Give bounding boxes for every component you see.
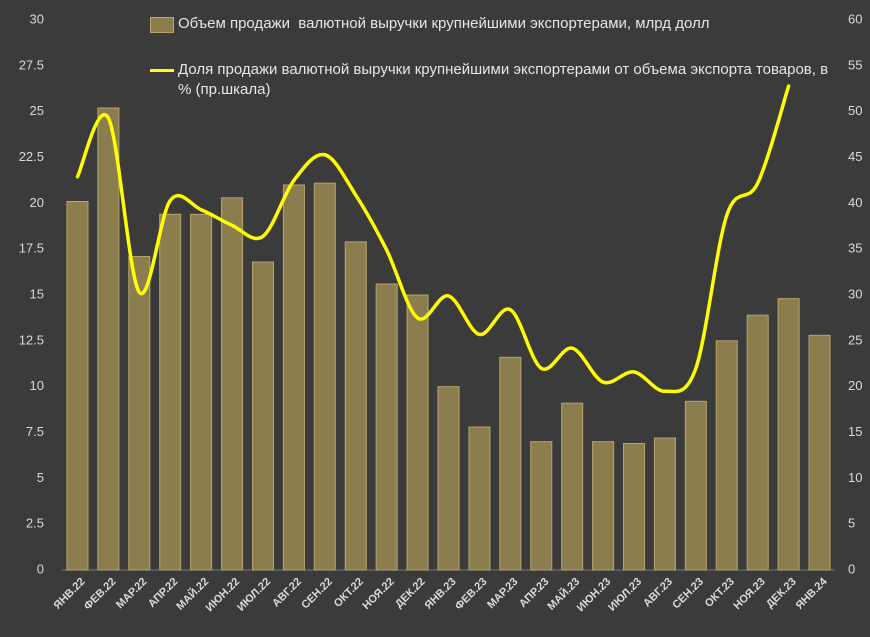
y2-tick-label: 5 [848,516,855,531]
bar [715,340,738,571]
y2-tick-label: 40 [848,195,862,210]
y-tick-label: 5 [37,470,44,485]
x-tick-label: ИЮН.23 [575,576,614,615]
x-tick-label: ИЮЛ.23 [606,576,644,614]
x-tick-label: ДЕК.22 [393,576,428,611]
y-tick-label: 17.5 [19,241,44,256]
x-tick-label: АВГ.23 [641,576,675,610]
bar [375,283,398,571]
y-tick-label: 30 [30,11,44,26]
y-tick-label: 12.5 [19,332,44,347]
bar [499,356,522,571]
x-tick-label: АВГ.22 [270,576,304,610]
bar [746,314,769,571]
y2-tick-label: 15 [848,424,862,439]
x-tick-label: ЯНВ.23 [423,576,459,612]
bar [221,197,244,571]
y-tick-label: 2.5 [26,516,44,531]
y-tick-label: 20 [30,195,44,210]
legend-swatch-bar [150,17,174,33]
y-tick-label: 25 [30,103,44,118]
bar [684,400,707,571]
y-tick-label: 22.5 [19,149,44,164]
y-tick-label: 15 [30,286,44,301]
y2-tick-label: 50 [848,103,862,118]
legend-swatch-line [150,69,174,72]
bar [592,441,615,571]
x-tick-label: МАР.22 [114,576,149,611]
x-tick-label: НОЯ.22 [360,576,396,612]
y2-tick-label: 45 [848,149,862,164]
y2-tick-label: 35 [848,241,862,256]
y2-tick-label: 10 [848,470,862,485]
x-tick-label: ФЕВ.22 [82,576,119,613]
x-tick-label: НОЯ.23 [731,576,767,612]
x-tick-label: ФЕВ.23 [453,576,490,613]
legend-label: Объем продажи валютной выручки крупнейши… [178,15,710,32]
bar [437,386,460,571]
x-tick-label: ДЕК.23 [764,576,799,611]
x-tick-label: ИЮН.22 [204,576,243,615]
y2-tick-label: 30 [848,286,862,301]
bar [808,334,831,571]
x-tick-label: МАР.23 [485,576,520,611]
bar [777,298,800,571]
bar [406,294,429,571]
y-tick-label: 27.5 [19,57,44,72]
bar [653,437,676,571]
y2-tick-label: 55 [848,57,862,72]
y2-tick-label: 0 [848,561,855,576]
x-tick-label: ИЮЛ.22 [235,576,273,614]
y-tick-label: 10 [30,378,44,393]
legend-label: Доля продажи валютной выручки крупнейшим… [178,61,829,98]
bar [97,107,120,571]
y-tick-label: 7.5 [26,424,44,439]
bar [251,261,274,571]
bar [530,441,553,571]
bar [190,213,213,571]
bar [623,443,646,571]
bar [313,182,336,571]
bar [128,256,151,571]
y-tick-label: 0 [37,561,44,576]
x-tick-label: СЕН.22 [299,576,335,612]
bar [66,201,89,571]
line [75,84,791,394]
y2-tick-label: 25 [848,332,862,347]
bar [159,213,182,571]
x-tick-label: СЕН.23 [670,576,706,612]
y2-tick-label: 60 [848,11,862,26]
y2-tick-label: 20 [848,378,862,393]
bar [561,402,584,571]
x-tick-label: ЯНВ.24 [794,575,831,612]
bar [282,184,305,571]
bar [344,241,367,571]
bar [468,426,491,571]
x-tick-label: ЯНВ.22 [52,576,88,612]
